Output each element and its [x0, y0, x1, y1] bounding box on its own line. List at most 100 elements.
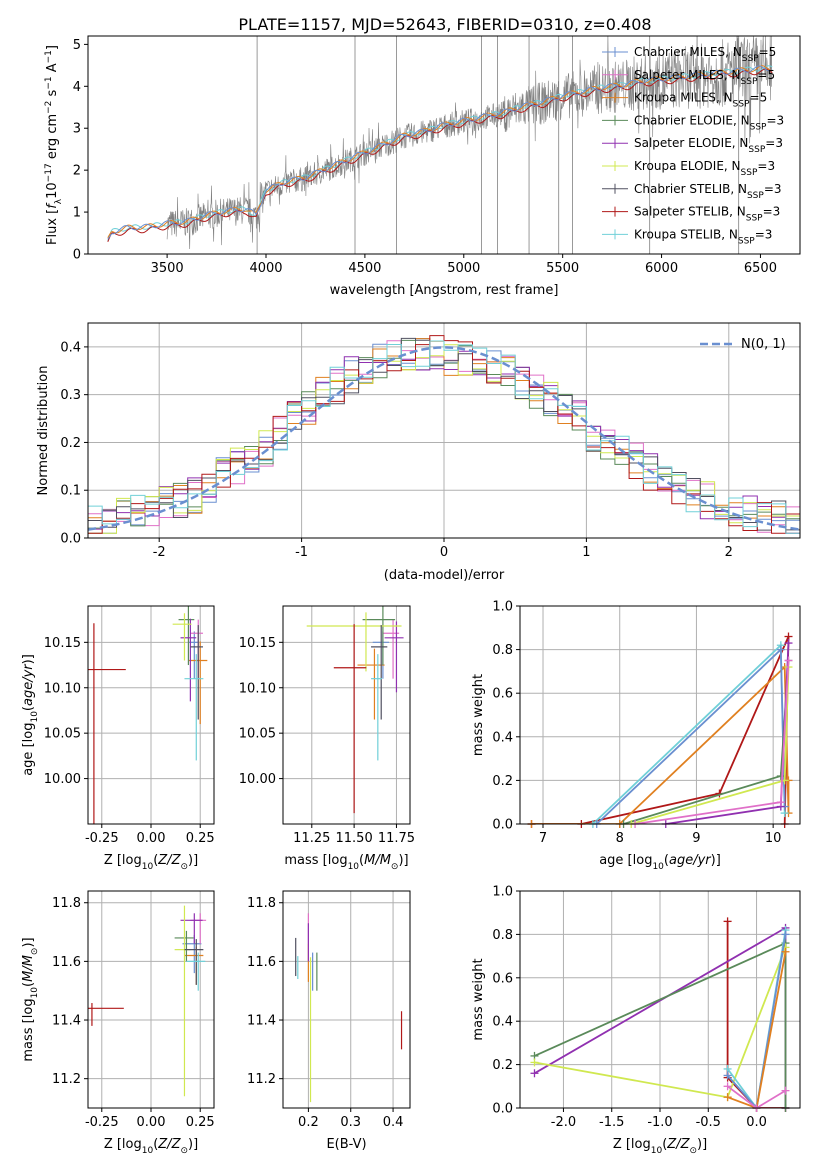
axes-frame: [87, 605, 215, 825]
weight_vs_age-ylabel: mass weight: [471, 674, 486, 756]
y-tick-label: 0.0: [492, 1102, 513, 1117]
legend-entry: Chabrier ELODIE, NSSP=3: [634, 113, 784, 132]
x-tick-label: 0.25: [186, 831, 215, 846]
y-tick-label: 0.3: [60, 388, 81, 403]
weight-line: [727, 951, 787, 1108]
age_vs_Z-axes: -0.25 0.00 0.25 10.00 10.05 10.10 10.15: [44, 606, 215, 846]
x-tick-label: -0.5: [696, 1115, 721, 1130]
weight_vs_age-axes: 7 8 9 10 0.0 0.2 0.4 0.6 0.8 1.0: [492, 600, 800, 846]
legend-entry: Kroupa MILES, NSSP=5: [634, 91, 767, 110]
legend-entry: Kroupa ELODIE, NSSP=3: [634, 159, 775, 178]
y-tick-label: 11.6: [52, 955, 81, 970]
axes-frame: [282, 890, 411, 1109]
x-tick-label: -1.0: [647, 1115, 672, 1130]
axes-frame: [519, 605, 801, 825]
x-tick-label: 8: [616, 831, 624, 846]
y-tick-label: 3: [73, 122, 81, 137]
y-tick-label: 0.0: [492, 818, 513, 833]
y-tick-label: 4: [73, 80, 81, 95]
x-tick-label: 6500: [744, 261, 777, 276]
age_vs_Z-ylabel: age [log10(age/yr)]: [21, 654, 40, 776]
histogram-series: [88, 340, 800, 538]
weight_vs_Z-xlabel: Z [log10(Z/Z⊙)]: [613, 1137, 707, 1156]
y-tick-label: 11.8: [52, 896, 81, 911]
y-tick-label: 10.05: [44, 727, 81, 742]
x-tick-label: 7: [539, 831, 547, 846]
x-tick-label: -0.25: [85, 1115, 119, 1130]
x-tick-label: 6000: [645, 261, 678, 276]
residuals-ylabel: Normed distribution: [36, 366, 51, 496]
x-tick-label: 4500: [348, 261, 381, 276]
x-tick-label: -2.0: [551, 1115, 576, 1130]
y-tick-label: 10.15: [239, 636, 276, 651]
x-tick-label: 5500: [546, 261, 579, 276]
axes-frame: [519, 890, 801, 1109]
y-tick-label: 2: [73, 164, 81, 179]
spectrum-model-line: [107, 65, 773, 241]
age_vs_mass-xlabel: mass [log10(M/M⊙)]: [284, 853, 408, 872]
y-tick-label: 10.00: [44, 772, 81, 787]
y-tick-label: 1.0: [492, 600, 513, 615]
y-tick-label: 0.6: [492, 971, 513, 986]
age_vs_mass-axes: 11.25 11.50 11.75 10.00 10.05 10.10 10.15: [239, 606, 415, 846]
y-tick-label: 11.8: [247, 896, 276, 911]
y-tick-label: 0.1: [60, 484, 81, 499]
x-tick-label: 0.3: [340, 1115, 361, 1130]
x-tick-label: -0.25: [85, 831, 119, 846]
residuals-axes: -2 -1 0 1 2 0.0 0.1 0.2 0.3 0.4: [60, 323, 800, 560]
y-tick-label: 0.4: [492, 1015, 513, 1030]
y-tick-label: 11.6: [247, 955, 276, 970]
x-tick-label: -1.5: [599, 1115, 624, 1130]
axes-frame: [87, 35, 801, 255]
residuals-xlabel: (data-model)/error: [384, 568, 505, 583]
y-tick-label: 0.6: [492, 687, 513, 702]
weight-line: [726, 934, 787, 1108]
x-tick-label: 4000: [249, 261, 282, 276]
weight-line: [531, 636, 790, 824]
y-tick-label: 0.8: [492, 928, 513, 943]
y-tick-label: 0.0: [60, 532, 81, 547]
y-tick-label: 0.2: [60, 436, 81, 451]
y-tick-label: 10.05: [239, 727, 276, 742]
x-tick-label: 0.00: [137, 1115, 166, 1130]
y-tick-label: 5: [73, 38, 81, 53]
axes-frame: [282, 605, 411, 825]
legend-entry: Salpeter MILES, NSSP=5: [634, 68, 775, 87]
x-tick-label: 11.25: [293, 831, 330, 846]
x-tick-label: 0.2: [298, 1115, 319, 1130]
x-tick-label: 5000: [447, 261, 480, 276]
y-tick-label: 1.0: [492, 885, 513, 900]
legend-entry: N(0, 1): [741, 337, 786, 352]
axes-frame: [87, 322, 801, 539]
x-tick-label: 2: [725, 545, 733, 560]
spectrum-model-line: [107, 65, 773, 238]
mass_vs_Z-ylabel: mass [log10(M/M⊙)]: [21, 937, 40, 1061]
weight_vs_age-xlabel: age [log10(age/yr)]: [599, 853, 721, 872]
weight_vs_Z-axes: -2.0 -1.5 -1.0 -0.5 0.0 0.0 0.2 0.4 0.6 0.8 1.0: [492, 885, 800, 1130]
x-tick-label: 9: [692, 831, 700, 846]
legend-entry: Salpeter STELIB, NSSP=3: [634, 205, 780, 224]
spectrum-model-line: [107, 68, 773, 242]
legend-entry: Chabrier STELIB, NSSP=3: [634, 182, 782, 201]
legend-entry: Kroupa STELIB, NSSP=3: [634, 227, 772, 246]
legend-entry: Salpeter ELODIE, NSSP=3: [634, 136, 783, 155]
figure-title: PLATE=1157, MJD=52643, FIBERID=0310, z=0…: [238, 15, 651, 34]
weight-line: [531, 664, 790, 824]
spectrum-legend: Chabrier MILES, NSSP=5 Salpeter MILES, NS…: [602, 45, 784, 246]
x-tick-label: 1: [582, 545, 590, 560]
legend-entry: Chabrier MILES, NSSP=5: [634, 45, 776, 64]
spectrum-ylabel: Flux [fλ10−17 erg cm−2 s−1 A−1]: [44, 45, 64, 245]
spectrum-axes: 3500 4000 4500 5000 5500 6000 6500 0 1 2 3 4 5: [73, 36, 777, 276]
weight_vs_Z-ylabel: mass weight: [471, 958, 486, 1040]
y-tick-label: 11.2: [52, 1072, 81, 1087]
y-tick-label: 0.4: [492, 730, 513, 745]
y-tick-label: 10.15: [44, 636, 81, 651]
x-tick-label: 0.0: [746, 1115, 767, 1130]
y-tick-label: 1: [73, 206, 81, 221]
mass_vs_EBV-xlabel: E(B-V): [326, 1137, 366, 1152]
x-tick-label: 0.00: [137, 831, 166, 846]
mass_vs_Z-axes: -0.25 0.00 0.25 11.2 11.4 11.6 11.8: [52, 891, 215, 1130]
x-tick-label: 3500: [151, 261, 184, 276]
y-tick-label: 10.10: [44, 681, 81, 696]
